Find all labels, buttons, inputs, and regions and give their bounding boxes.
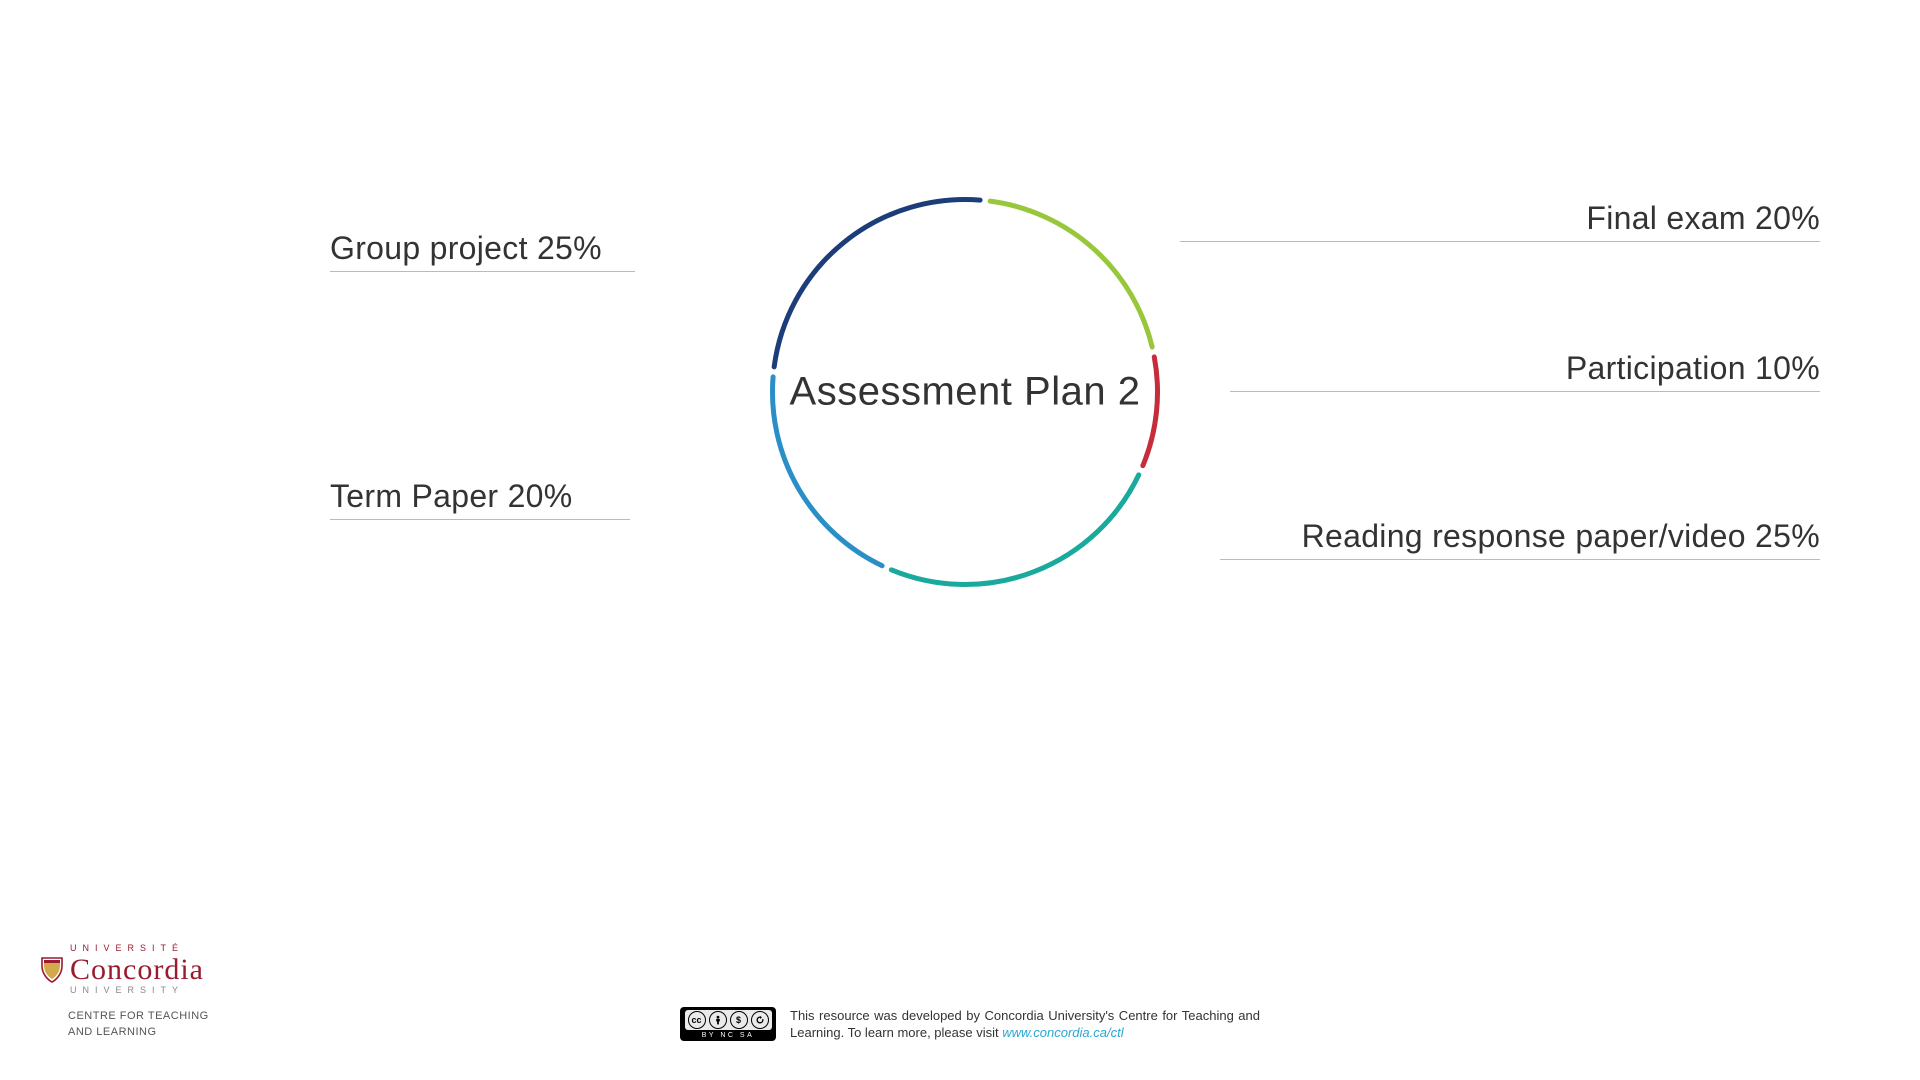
nc-icon: $ (730, 1011, 748, 1029)
concordia-logo: UNIVERSITÉ Concordia UNIVERSITY CENTRE F… (40, 943, 209, 1040)
chart-center-title: Assessment Plan 2 (790, 370, 1141, 415)
callout-label: Reading response paper/video 25% (1220, 518, 1820, 560)
by-icon (709, 1011, 727, 1029)
callout-label: Participation 10% (1230, 350, 1820, 392)
logo-top-text: UNIVERSITÉ (70, 943, 209, 953)
sa-icon (751, 1011, 769, 1029)
shield-icon (40, 956, 64, 984)
donut-segment (774, 200, 980, 367)
cc-labels: BY NC SA (702, 1032, 755, 1039)
centre-for-teaching: CENTRE FOR TEACHING AND LEARNING (68, 1009, 209, 1040)
donut-segment (990, 201, 1152, 347)
donut-segment (1143, 357, 1158, 466)
footer: UNIVERSITÉ Concordia UNIVERSITY CENTRE F… (0, 970, 1920, 1060)
callout-label: Term Paper 20% (330, 478, 630, 520)
cc-icon: cc (688, 1011, 706, 1029)
logo-name: Concordia (70, 953, 204, 987)
attribution-link[interactable]: www.concordia.ca/ctl (1002, 1025, 1123, 1040)
centre-line-2: AND LEARNING (68, 1026, 157, 1038)
donut-chart: Assessment Plan 2 (760, 187, 1170, 597)
callout-label: Final exam 20% (1180, 200, 1820, 242)
donut-segment (891, 475, 1138, 585)
cc-badge-icon: cc $ BY NC SA (680, 1007, 776, 1041)
centre-line-1: CENTRE FOR TEACHING (68, 1010, 209, 1022)
attribution: cc $ BY NC SA This resource was develope… (680, 1007, 1260, 1042)
callout-label: Group project 25% (330, 230, 635, 272)
attribution-text: This resource was developed by Concordia… (790, 1007, 1260, 1042)
